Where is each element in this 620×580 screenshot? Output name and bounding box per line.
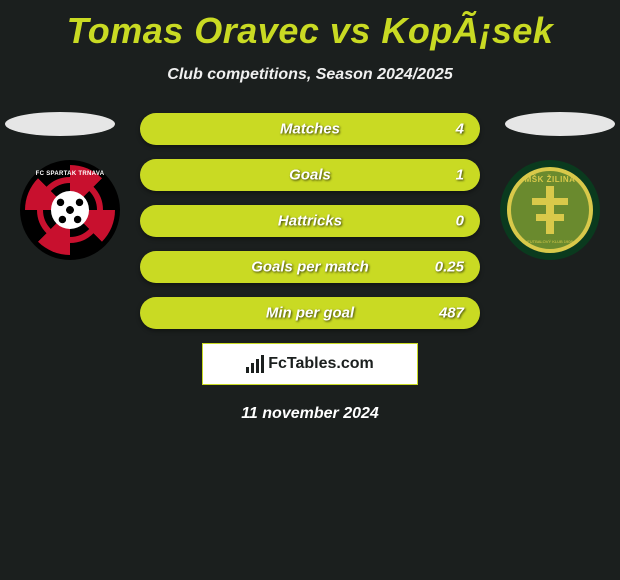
- brand-suffix: .com: [336, 355, 373, 372]
- team-badge-left: FC SPARTAK TRNAVA: [20, 160, 120, 260]
- team-badge-right: MŠK ŽILINA FUTBALOVÝ KLUB 1908: [500, 160, 600, 260]
- brand-main: Tables: [287, 355, 337, 372]
- stat-fill: [140, 297, 480, 329]
- content: FC SPARTAK TRNAVA MŠK ŽILINA FUTBALOVÝ K…: [0, 112, 620, 423]
- bar-chart-icon: [246, 355, 264, 373]
- badge-right-subtext: FUTBALOVÝ KLUB 1908: [511, 239, 589, 244]
- brand-text: FcTables.com: [268, 355, 374, 373]
- soccer-ball-icon: [51, 191, 89, 229]
- stat-fill: [140, 205, 480, 237]
- stat-row: Matches4: [140, 113, 480, 145]
- stats-list: Matches4 Goals1 Hattricks0 Goals per match0…: [140, 112, 480, 329]
- stat-fill: [140, 159, 480, 191]
- badge-right-text: MŠK ŽILINA: [511, 175, 589, 184]
- double-cross-icon: [530, 186, 570, 234]
- stat-fill: [140, 113, 480, 145]
- stat-row: Hattricks0: [140, 205, 480, 237]
- brand-prefix: Fc: [268, 355, 287, 372]
- shadow-ellipse-right: [505, 112, 615, 136]
- stat-row: Goals per match0.25: [140, 251, 480, 283]
- stat-row: Min per goal487: [140, 297, 480, 329]
- stat-row: Goals1: [140, 159, 480, 191]
- page-subtitle: Club competitions, Season 2024/2025: [0, 66, 620, 84]
- shadow-ellipse-left: [5, 112, 115, 136]
- footer-date: 11 november 2024: [0, 405, 620, 423]
- brand-box[interactable]: FcTables.com: [202, 343, 418, 385]
- stat-fill: [140, 251, 480, 283]
- page-title: Tomas Oravec vs KopÃ¡sek: [0, 0, 620, 52]
